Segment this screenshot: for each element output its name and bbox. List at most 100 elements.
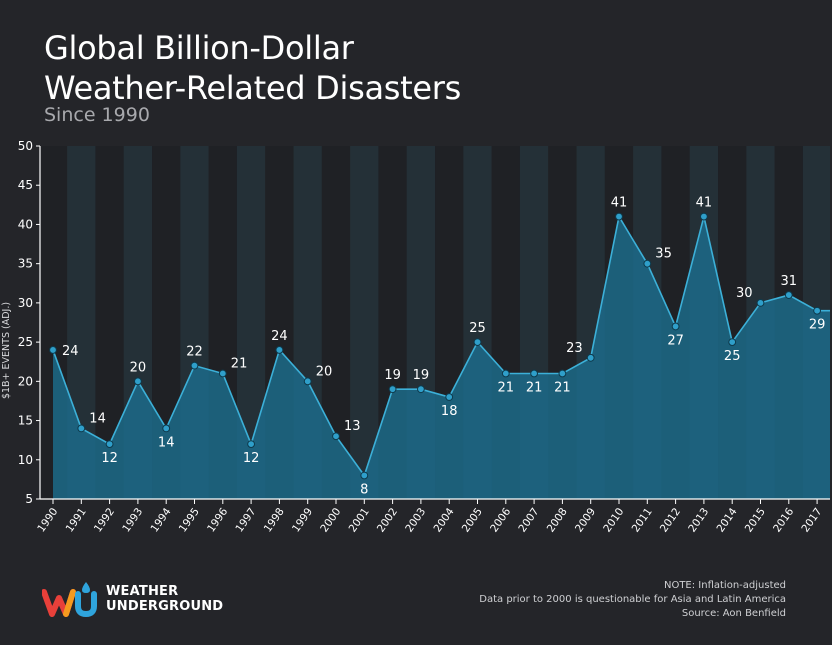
data-point xyxy=(303,377,312,386)
data-label: 41 xyxy=(611,196,628,211)
x-tick-label: 1992 xyxy=(92,506,117,535)
data-point xyxy=(615,212,623,221)
data-label: 41 xyxy=(696,196,713,211)
note-inflation: NOTE: Inflation-adjusted xyxy=(663,580,786,591)
series-area-fill xyxy=(53,216,830,499)
data-point xyxy=(134,377,142,386)
x-tick-label: 1997 xyxy=(233,506,258,535)
data-point xyxy=(77,424,86,433)
x-tick-label: 1990 xyxy=(35,506,60,535)
brand-name: WEATHER UNDERGROUND xyxy=(106,584,223,614)
data-point xyxy=(586,353,595,362)
data-point xyxy=(49,346,57,354)
data-point xyxy=(728,338,737,347)
x-tick-label: 2004 xyxy=(431,506,456,535)
y-tick-label: 15 xyxy=(18,414,33,428)
chart-subtitle: Since 1990 xyxy=(44,104,150,126)
data-label: 20 xyxy=(130,360,147,375)
x-tick-label: 1998 xyxy=(262,506,287,535)
x-tick-label: 2012 xyxy=(658,506,683,535)
data-label: 14 xyxy=(89,411,106,426)
data-point xyxy=(275,346,284,354)
data-point xyxy=(643,259,652,268)
data-label: 14 xyxy=(158,435,175,450)
data-label: 30 xyxy=(736,286,753,301)
y-tick-label: 40 xyxy=(18,217,33,231)
chart-title-line1: Global Billion-Dollar xyxy=(44,29,354,67)
x-tick-label: 2015 xyxy=(743,506,768,535)
data-label: 25 xyxy=(724,349,741,364)
data-point xyxy=(558,369,567,378)
data-label: 21 xyxy=(231,356,248,371)
data-label: 13 xyxy=(344,419,361,434)
data-label: 21 xyxy=(554,380,571,395)
x-tick-label: 1994 xyxy=(148,506,173,535)
data-point xyxy=(218,369,227,378)
data-point xyxy=(784,291,793,299)
data-label: 35 xyxy=(655,247,672,262)
x-tick-label: 1999 xyxy=(290,506,315,535)
data-label: 27 xyxy=(667,333,684,348)
data-point xyxy=(332,432,340,441)
brand-line1: WEATHER xyxy=(106,584,179,599)
data-label: 18 xyxy=(441,404,458,419)
data-label: 21 xyxy=(526,380,543,395)
wu-logo-icon xyxy=(42,582,97,618)
y-tick-label: 35 xyxy=(18,257,33,271)
data-point xyxy=(473,338,482,347)
x-tick-label: 2002 xyxy=(375,506,400,535)
y-tick-label: 5 xyxy=(25,492,33,506)
data-point xyxy=(162,424,171,433)
data-label: 19 xyxy=(384,368,401,383)
data-point xyxy=(700,212,708,221)
x-tick-label: 2010 xyxy=(601,506,626,535)
data-label: 19 xyxy=(413,368,430,383)
data-label: 21 xyxy=(498,380,515,395)
x-tick-label: 2007 xyxy=(516,506,541,535)
series-marks: 24 14 12 20 14 22 21 12 24 20 13 8 19 19 18 25 21 21 21 23 4… xyxy=(49,196,825,497)
data-label: 12 xyxy=(243,451,260,466)
x-tick-label: 2006 xyxy=(488,506,513,535)
x-tick-label: 2016 xyxy=(771,506,796,535)
x-tick-label: 2000 xyxy=(318,506,343,535)
data-label: 25 xyxy=(469,321,486,336)
chart-title: Global Billion-Dollar Weather-Related Di… xyxy=(44,28,461,108)
data-point xyxy=(360,471,369,480)
data-point xyxy=(417,385,425,394)
x-tick-label: 2014 xyxy=(714,506,739,535)
year-band xyxy=(350,146,379,499)
data-point xyxy=(247,440,256,448)
data-point xyxy=(388,385,397,394)
weather-underground-logo: WEATHER UNDERGROUND xyxy=(42,580,232,620)
note-source: Source: Aon Benfield xyxy=(681,608,786,619)
data-label: 23 xyxy=(566,341,583,356)
x-tick-label: 2013 xyxy=(686,506,711,535)
data-point xyxy=(530,369,538,378)
note-data-quality: Data prior to 2000 is questionable for A… xyxy=(479,594,786,605)
x-tick-label: 2001 xyxy=(347,506,372,535)
data-label: 24 xyxy=(271,329,288,344)
x-tick-label: 1993 xyxy=(120,506,145,535)
chart-title-line2: Weather-Related Disasters xyxy=(44,69,461,107)
chart-notes: NOTE: Inflation-adjusted Data prior to 2… xyxy=(479,579,786,621)
y-tick-label: 25 xyxy=(18,335,33,349)
y-tick-label: 10 xyxy=(18,453,33,467)
data-label: 20 xyxy=(316,364,333,379)
y-tick-label: 50 xyxy=(18,139,33,153)
x-tick-label: 2009 xyxy=(573,506,598,535)
data-point xyxy=(501,369,510,378)
data-label: 31 xyxy=(781,274,798,289)
x-tick-label: 2008 xyxy=(545,506,570,535)
data-point xyxy=(445,393,454,401)
data-label: 24 xyxy=(62,344,79,359)
x-tick-label: 2017 xyxy=(799,506,824,535)
data-label: 22 xyxy=(186,345,203,360)
x-tick-label: 1991 xyxy=(64,506,89,535)
x-tick-label: 2011 xyxy=(630,506,655,535)
x-tick-label: 2005 xyxy=(460,506,485,535)
y-tick-label: 20 xyxy=(18,374,33,388)
data-label: 12 xyxy=(101,451,118,466)
x-tick-label: 1996 xyxy=(205,506,230,535)
data-point xyxy=(105,440,114,448)
